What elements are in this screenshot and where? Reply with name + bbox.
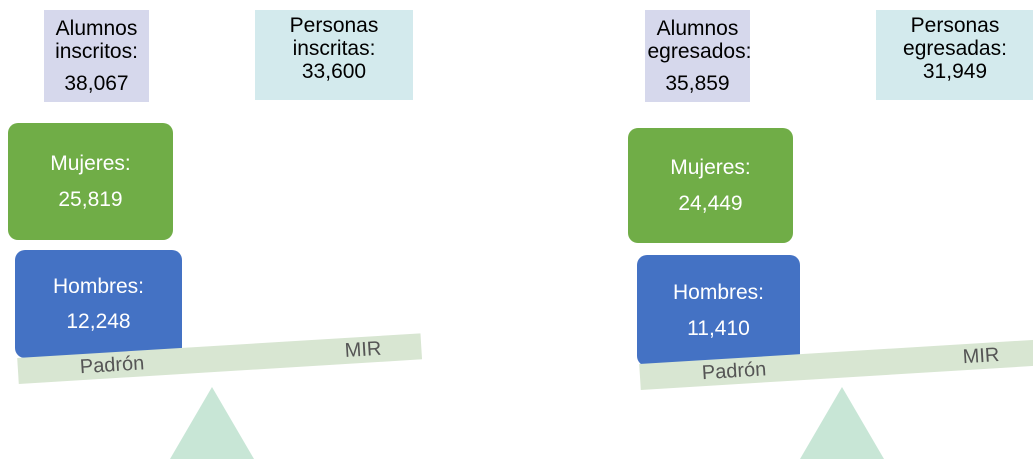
box-value: 38,067 — [64, 71, 129, 95]
box-label: Personas egresadas: — [903, 14, 1007, 61]
box-label: Mujeres: — [670, 156, 751, 180]
women-box: Mujeres: 24,449 — [628, 128, 793, 243]
box-value: 33,600 — [301, 60, 367, 84]
box-label: Hombres: — [672, 281, 765, 305]
beam-left-label: Padrón — [79, 352, 145, 379]
box-label: Personas inscritas: — [289, 14, 379, 61]
box-value: 31,949 — [922, 60, 988, 84]
panel: Alumnos inscritos: 38,067 Personas inscrit… — [0, 0, 423, 459]
persons-box: Personas inscritas: 33,600 — [255, 10, 413, 100]
box-label: Alumnos egresados: — [647, 17, 752, 64]
fulcrum — [800, 387, 884, 459]
box-value: 25,819 — [58, 187, 123, 211]
women-box: Mujeres: 25,819 — [8, 123, 173, 240]
beam-right-label: MIR — [962, 344, 1001, 369]
panel: Alumnos egresados: 35,859 Personas egresad… — [620, 0, 1033, 459]
box-label: Hombres: — [52, 274, 145, 298]
fulcrum — [170, 387, 254, 459]
beam-left-label: Padrón — [701, 358, 767, 385]
box-value: 35,859 — [665, 71, 730, 95]
enrolled-students-box: Alumnos inscritos: 38,067 — [44, 10, 149, 102]
box-label: Alumnos inscritos: — [55, 17, 138, 64]
persons-box: Personas egresadas: 31,949 — [876, 10, 1033, 100]
box-label: Mujeres: — [50, 152, 131, 176]
fulcrum-triangle — [170, 387, 254, 459]
box-value: 24,449 — [678, 191, 743, 215]
men-box: Hombres: 11,410 — [637, 255, 800, 366]
fulcrum-triangle — [800, 387, 884, 459]
enrolled-students-box: Alumnos egresados: 35,859 — [645, 10, 752, 102]
box-value: 12,248 — [66, 310, 131, 333]
beam-right-label: MIR — [344, 337, 382, 362]
men-box: Hombres: 12,248 — [15, 250, 182, 358]
box-value: 11,410 — [687, 316, 750, 340]
